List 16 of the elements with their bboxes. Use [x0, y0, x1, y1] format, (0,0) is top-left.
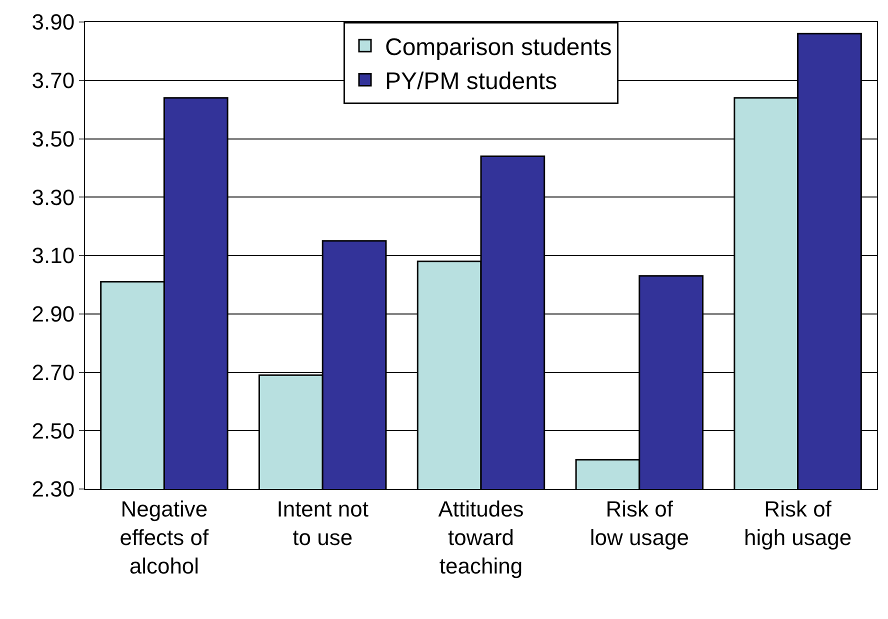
x-tick-label: Intent not to use [276, 496, 368, 550]
x-tick-label: Risk of low usage [590, 496, 689, 550]
y-tick-label: 2.50 [32, 418, 75, 444]
legend-label: PY/PM students [385, 68, 558, 96]
y-tick-label: 3.90 [32, 10, 75, 35]
y-tick-label: 3.10 [32, 243, 75, 268]
y-tick-label: 2.70 [32, 360, 75, 385]
legend-label: Comparison students [385, 34, 612, 61]
x-tick-label: Negative effects of alcohol [120, 496, 210, 579]
x-tick-label: Attitudes toward teaching [438, 496, 524, 579]
y-tick-label: 3.50 [32, 126, 75, 152]
y-tick-label: 3.70 [32, 68, 75, 94]
x-tick-label: Risk of high usage [744, 496, 852, 550]
y-tick-label: 2.30 [32, 476, 75, 502]
y-tick-label: 2.90 [32, 302, 75, 327]
y-tick-label: 3.30 [32, 184, 75, 210]
